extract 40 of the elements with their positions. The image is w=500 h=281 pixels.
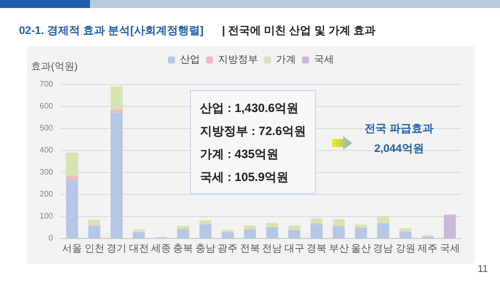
- x-tick-label: 대구: [284, 244, 304, 254]
- x-tick-label: 서울: [62, 244, 82, 254]
- x-tick-label: 대전: [128, 244, 149, 254]
- x-tick-label: 광주: [218, 244, 238, 254]
- annotation: 국세 : 105.9억원: [200, 169, 289, 186]
- annotation: 지방정부 : 72.6억원: [200, 123, 306, 140]
- y-tick-label: 400: [40, 146, 54, 154]
- legend-label: 산업: [180, 54, 200, 66]
- annotation: 2,044억원: [373, 142, 425, 156]
- x-tick-label: 인천: [84, 244, 104, 254]
- x-tick-label: 충북: [173, 244, 194, 254]
- legend-label: 지방정부: [218, 54, 258, 66]
- legend-label: 가계: [276, 54, 296, 66]
- x-tick-label: 경남: [373, 244, 394, 254]
- x-tick-label: 충남: [195, 244, 216, 254]
- y-tick-label: 100: [40, 212, 54, 220]
- annotation: 가계 : 435억원: [200, 146, 279, 163]
- annotation: 전국 파급효과: [363, 122, 435, 136]
- x-tick-label: 울산: [351, 244, 371, 254]
- x-tick-label: 경북: [306, 244, 327, 254]
- text: 11: [478, 264, 488, 275]
- y-tick-label: 700: [40, 80, 54, 88]
- y-tick-label: 0: [48, 234, 54, 242]
- chart-title: 02-1. 경제적 효과 분석[사회계정행렬]: [19, 24, 204, 38]
- x-tick-label: 경기: [106, 244, 127, 254]
- y-tick-label: 600: [40, 102, 54, 110]
- y-tick-label: 500: [40, 124, 54, 132]
- y-tick-label: 300: [40, 168, 54, 176]
- y-axis-title: 효과(억원): [31, 62, 78, 72]
- annotation: 산업 : 1,430.6억원: [200, 100, 299, 117]
- legend-label: 국세: [314, 54, 334, 66]
- x-tick-label: 제주: [418, 244, 438, 254]
- y-tick-label: 200: [40, 190, 54, 198]
- x-tick-label: 부산: [328, 244, 349, 254]
- x-tick-label: 강원: [395, 244, 416, 254]
- x-tick-label: 전남: [262, 244, 282, 254]
- x-tick-label: 국세: [440, 244, 460, 254]
- chart-subtitle: | 전국에 미친 산업 및 가계 효과: [222, 24, 376, 38]
- x-tick-label: 세종: [151, 244, 171, 254]
- x-tick-label: 전북: [240, 244, 260, 254]
